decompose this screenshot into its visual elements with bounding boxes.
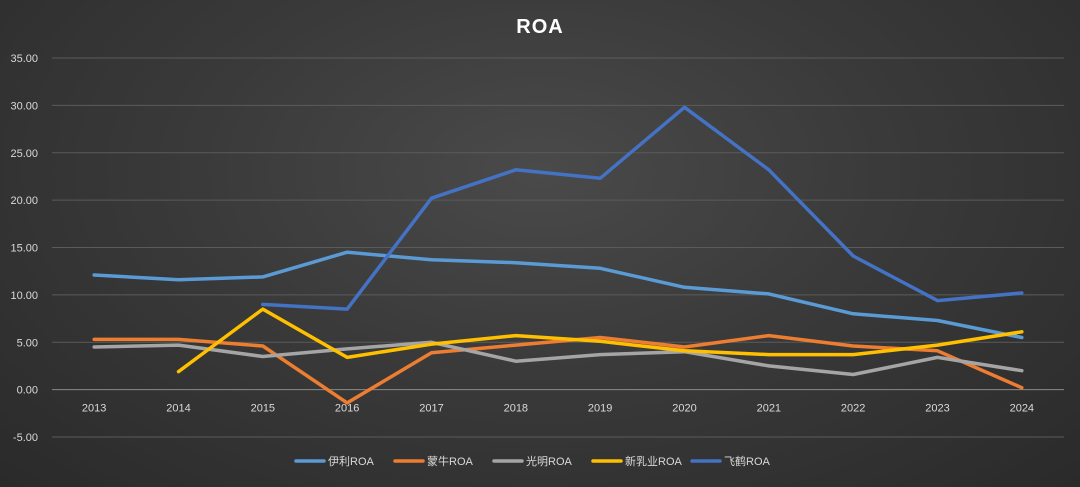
- x-tick-label: 2019: [588, 403, 612, 415]
- legend-item: 新乳业ROA: [591, 454, 682, 468]
- x-tick-label: 2016: [335, 403, 359, 415]
- legend: 伊利ROA 蒙牛ROA 光明ROA 新乳业ROA 飞鹤ROA: [294, 454, 770, 468]
- y-axis-ticks: -5.00 0.00 5.00 10.00 15.00 20.00 25.00 30.00 35…: [10, 53, 38, 444]
- x-tick-label: 2024: [1010, 403, 1034, 415]
- legend-label: 光明ROA: [526, 454, 572, 468]
- y-tick-label: 0.00: [17, 385, 38, 397]
- legend-label: 蒙牛ROA: [427, 454, 473, 468]
- legend-item: 飞鹤ROA: [690, 454, 770, 468]
- series-5: [261, 105, 1024, 311]
- y-tick-label: 20.00: [10, 195, 38, 207]
- x-tick-label: 2022: [841, 403, 865, 415]
- y-tick-label: -5.00: [13, 432, 38, 444]
- chart-title: ROA: [516, 16, 563, 38]
- y-tick-label: 15.00: [10, 243, 38, 255]
- x-tick-label: 2021: [757, 403, 781, 415]
- y-tick-label: 30.00: [10, 100, 38, 112]
- series-1: [92, 250, 1024, 340]
- series-line: [176, 307, 1024, 374]
- x-tick-label: 2020: [672, 403, 696, 415]
- legend-label: 伊利ROA: [328, 455, 374, 468]
- y-tick-label: 25.00: [10, 148, 38, 160]
- y-tick-label: 10.00: [10, 290, 38, 302]
- series-3: [92, 340, 1024, 377]
- y-tick-label: 5.00: [17, 337, 38, 349]
- legend-label: 新乳业ROA: [625, 454, 682, 468]
- legend-item: 伊利ROA: [294, 455, 374, 468]
- series-line: [92, 250, 1024, 340]
- x-tick-label: 2017: [419, 403, 443, 415]
- legend-label: 飞鹤ROA: [724, 454, 770, 468]
- x-tick-label: 2018: [504, 403, 528, 415]
- x-tick-label: 2014: [166, 403, 190, 415]
- series-lines: [92, 105, 1024, 405]
- series-4: [176, 307, 1024, 374]
- series-line: [92, 333, 1024, 405]
- series-line: [92, 340, 1024, 377]
- x-tick-label: 2015: [251, 403, 275, 415]
- legend-item: 光明ROA: [492, 454, 572, 468]
- legend-item: 蒙牛ROA: [393, 454, 473, 468]
- x-axis-ticks: 2013 2014 2015 2016 2017 2018 2019 2020 2021 2022…: [82, 403, 1034, 415]
- x-tick-label: 2013: [82, 403, 106, 415]
- y-tick-label: 35.00: [10, 53, 38, 65]
- gridlines: [52, 57, 1064, 438]
- series-line: [261, 105, 1024, 311]
- x-tick-label: 2023: [925, 403, 949, 415]
- series-2: [92, 333, 1024, 405]
